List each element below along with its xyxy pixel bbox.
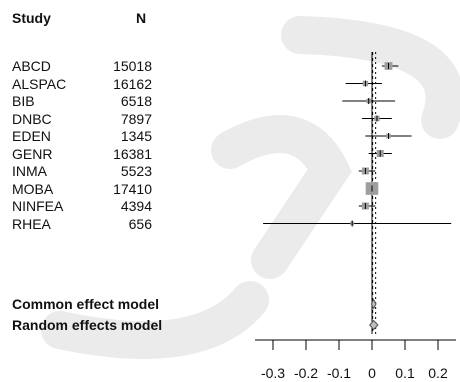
- sample-size-label: 5523: [120, 163, 152, 179]
- study-label: ABCD: [12, 58, 51, 74]
- common-effect-diamond: [370, 298, 377, 310]
- x-tick-label: -0.3: [261, 365, 285, 381]
- sample-size-label: 15018: [113, 58, 152, 74]
- x-tick-label: 0.1: [395, 365, 415, 381]
- study-label: BIB: [12, 93, 35, 109]
- sample-size-label: 16381: [113, 145, 152, 162]
- common-effect-label: Common effect model: [12, 296, 160, 312]
- study-label: MOBA: [12, 180, 54, 197]
- sample-size-label: 4394: [120, 198, 152, 214]
- study-column-header: Study: [12, 10, 51, 26]
- random-effects-label: Random effects model: [12, 317, 163, 333]
- watermark-decoration: [41, 16, 460, 359]
- n-column-header: N: [136, 10, 147, 26]
- x-tick-label: -0.1: [327, 365, 351, 381]
- watermark-stroke: [211, 115, 352, 279]
- sample-size-label: 1345: [120, 128, 152, 144]
- sample-size-label: 16162: [113, 75, 152, 92]
- random-effects-diamond: [369, 319, 379, 331]
- sample-size-label: 656: [128, 215, 152, 232]
- study-label: EDEN: [12, 128, 51, 144]
- study-label: RHEA: [12, 215, 51, 232]
- sample-size-label: 7897: [120, 110, 152, 127]
- study-label: INMA: [12, 163, 47, 179]
- study-label: ALSPAC: [12, 75, 67, 92]
- sample-size-label: 17410: [113, 180, 152, 197]
- study-label: NINFEA: [12, 198, 64, 214]
- watermark-stroke: [281, 16, 460, 139]
- x-tick-label: 0.2: [428, 365, 448, 381]
- x-tick-label: -0.2: [294, 365, 318, 381]
- sample-size-label: 6518: [120, 93, 152, 109]
- study-label: DNBC: [12, 110, 52, 127]
- watermark-stroke: [41, 281, 269, 359]
- study-label: GENR: [12, 145, 53, 162]
- x-tick-label: 0: [368, 365, 376, 381]
